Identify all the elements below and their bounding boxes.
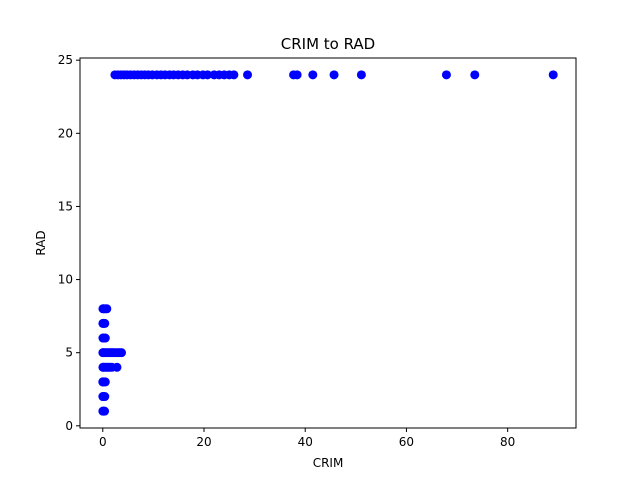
- x-tick-label: 60: [399, 435, 414, 449]
- ticks-layer: 0 20 40 60 80 0 5 10 15 20 25: [58, 53, 516, 449]
- y-tick-label: 0: [65, 419, 73, 433]
- data-point: [329, 70, 339, 80]
- x-axis-label: CRIM: [313, 456, 344, 470]
- data-point: [100, 406, 110, 416]
- plot-frame: [79, 57, 577, 429]
- data-point: [292, 70, 302, 80]
- data-point: [308, 70, 318, 80]
- data-point: [100, 377, 110, 387]
- y-tick-label: 25: [58, 53, 73, 67]
- chart-title: CRIM to RAD: [281, 35, 375, 53]
- points-layer: [98, 70, 558, 416]
- data-point: [356, 70, 366, 80]
- y-axis-label: RAD: [34, 230, 48, 255]
- data-point: [470, 70, 480, 80]
- data-point: [112, 362, 122, 372]
- x-tick-label: 0: [99, 435, 107, 449]
- data-point: [100, 392, 110, 402]
- data-point: [100, 333, 110, 343]
- y-tick-label: 20: [58, 126, 73, 140]
- data-point: [441, 70, 451, 80]
- x-tick-label: 80: [500, 435, 515, 449]
- data-point: [102, 304, 112, 314]
- y-tick-label: 10: [58, 273, 73, 287]
- x-tick-label: 20: [196, 435, 211, 449]
- data-point: [243, 70, 253, 80]
- data-point: [203, 70, 213, 80]
- data-point: [117, 348, 126, 358]
- data-point: [229, 70, 239, 80]
- y-tick-label: 5: [65, 346, 73, 360]
- data-point: [548, 70, 558, 80]
- x-tick-label: 40: [298, 435, 313, 449]
- y-tick-label: 15: [58, 199, 73, 213]
- data-point: [100, 318, 110, 328]
